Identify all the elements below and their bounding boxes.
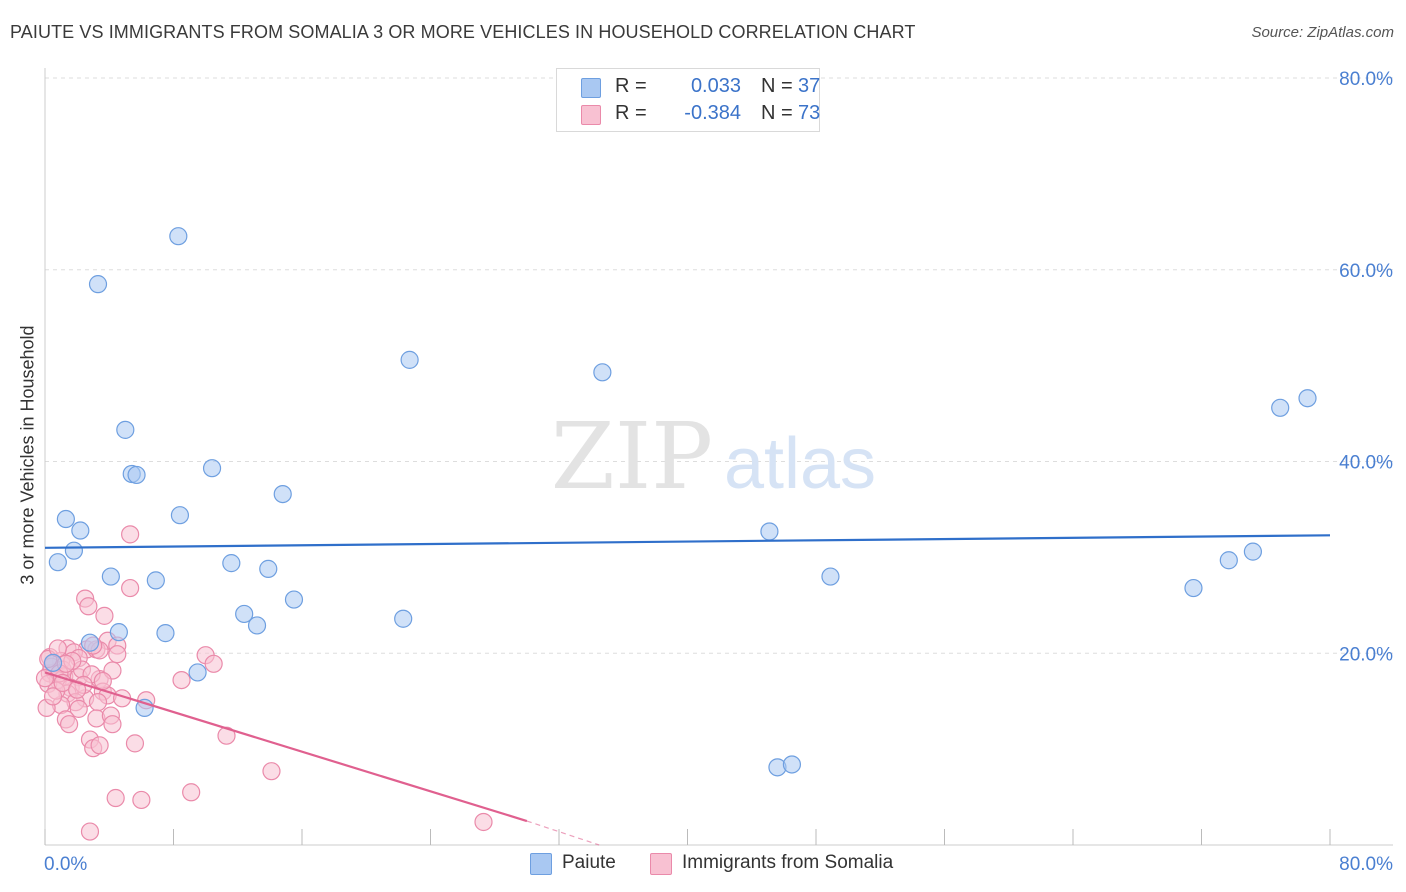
legend-n-label: N = <box>761 102 793 124</box>
point-somalia <box>217 726 236 745</box>
bottom-legend-swatch-somalia <box>650 853 672 875</box>
y-tick-label: 20.0% <box>1339 644 1393 665</box>
chart-title: PAIUTE VS IMMIGRANTS FROM SOMALIA 3 OR M… <box>10 22 916 42</box>
source-label: Source: ZipAtlas.com <box>1251 24 1394 41</box>
bottom-legend-swatch-paiute <box>530 853 552 875</box>
point-paiute <box>1184 578 1203 598</box>
point-paiute <box>284 590 304 609</box>
point-somalia <box>93 671 112 691</box>
gridlines <box>45 77 1393 654</box>
point-paiute <box>782 755 802 774</box>
point-somalia <box>103 715 122 734</box>
point-paiute <box>821 567 840 586</box>
point-somalia <box>35 669 55 688</box>
y-tick-label: 80.0% <box>1339 69 1393 90</box>
point-paiute <box>593 363 612 382</box>
trend-line-paiute <box>44 534 1331 549</box>
point-paiute <box>235 604 254 624</box>
point-paiute <box>127 465 146 485</box>
trend-line-extension <box>526 820 600 846</box>
point-somalia <box>69 699 88 718</box>
point-somalia <box>95 606 114 625</box>
point-paiute <box>1219 551 1238 570</box>
point-somalia <box>90 736 109 755</box>
watermark: ZIP atlas <box>551 403 876 510</box>
point-paiute <box>394 609 413 628</box>
points-paiute <box>43 227 1317 777</box>
axes <box>44 68 1393 846</box>
point-paiute <box>170 506 190 525</box>
point-paiute <box>1243 542 1263 561</box>
point-paiute <box>273 484 292 504</box>
y-tick-label: 40.0% <box>1339 453 1393 474</box>
legend-r-label: R = <box>615 75 647 97</box>
point-somalia <box>474 812 493 832</box>
point-somalia <box>106 788 125 808</box>
point-paiute <box>1271 398 1290 417</box>
point-somalia <box>172 670 191 690</box>
legend-n-value: 37 <box>798 75 821 97</box>
legend-r-value: -0.384 <box>684 102 741 124</box>
trend-line-somalia <box>44 671 528 823</box>
legend: R = 0.033 N = 37 R = -0.384 N = 73 <box>556 68 820 132</box>
point-paiute <box>169 227 188 246</box>
point-somalia <box>262 762 281 781</box>
point-paiute <box>156 624 175 643</box>
legend-n-label: N = <box>761 75 793 97</box>
bottom-legend-label: Paiute <box>562 852 616 873</box>
point-somalia <box>88 693 108 712</box>
watermark-zip: ZIP <box>551 403 713 510</box>
point-paiute <box>101 567 120 586</box>
point-paiute <box>760 522 779 541</box>
legend-r-value: 0.033 <box>690 75 741 97</box>
legend-r-label: R = <box>615 102 647 124</box>
watermark-atlas: atlas <box>724 424 876 504</box>
points-somalia <box>35 525 493 841</box>
point-paiute <box>400 350 419 369</box>
tick-labels: 20.0% 40.0% 60.0% 80.0% 0.0% 80.0% <box>44 69 1393 875</box>
trend-lines <box>44 534 1331 846</box>
point-somalia <box>108 645 127 664</box>
legend-n-value: 73 <box>798 102 821 124</box>
point-somalia <box>121 578 140 598</box>
point-paiute <box>188 663 207 682</box>
x-tick-label-start: 0.0% <box>44 854 87 875</box>
point-paiute <box>48 553 67 572</box>
point-somalia <box>204 654 223 673</box>
point-paiute <box>80 633 100 652</box>
point-somalia <box>132 790 151 810</box>
point-paiute <box>116 420 135 439</box>
point-paiute <box>109 623 128 642</box>
point-paiute <box>56 509 75 529</box>
point-paiute <box>202 459 222 478</box>
point-paiute <box>146 571 165 590</box>
legend-swatch-paiute <box>581 78 601 98</box>
point-paiute <box>247 616 267 635</box>
point-paiute <box>64 541 84 560</box>
y-tick-label: 60.0% <box>1339 261 1393 282</box>
legend-swatch-somalia <box>581 105 601 125</box>
point-paiute <box>1298 389 1317 408</box>
point-paiute <box>88 275 108 294</box>
bottom-legend-label: Immigrants from Somalia <box>682 852 894 873</box>
point-somalia <box>182 783 201 802</box>
point-paiute <box>222 554 241 573</box>
point-somalia <box>80 822 100 841</box>
point-somalia <box>125 734 145 753</box>
point-paiute <box>259 559 278 578</box>
point-somalia <box>59 715 79 734</box>
point-paiute <box>71 521 90 540</box>
point-somalia <box>79 597 98 616</box>
x-tick-label-end: 80.0% <box>1339 854 1393 875</box>
point-paiute <box>43 653 63 672</box>
point-somalia <box>43 687 63 706</box>
point-somalia <box>121 525 140 544</box>
